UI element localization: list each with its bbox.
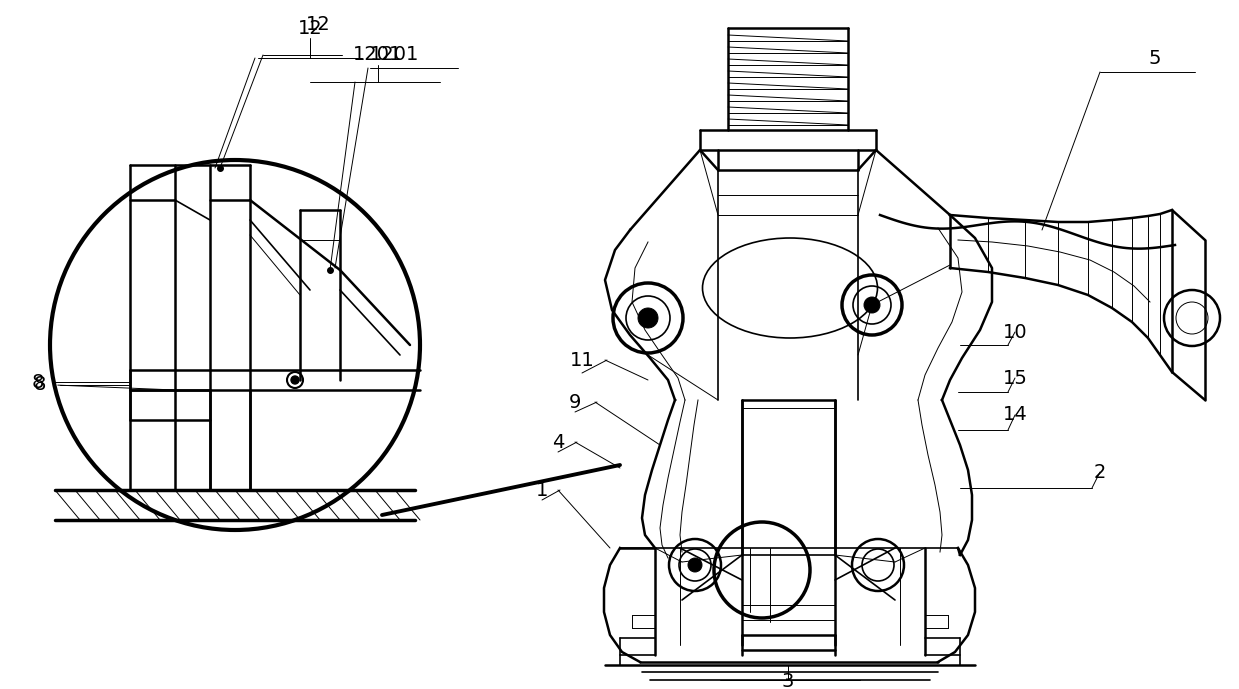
Text: 2: 2 <box>1094 462 1106 482</box>
Text: 14: 14 <box>1002 406 1027 424</box>
Text: 12: 12 <box>306 15 331 34</box>
Text: 5: 5 <box>1149 48 1161 68</box>
Text: 3: 3 <box>782 672 794 689</box>
Text: 9: 9 <box>569 393 581 411</box>
Text: 1: 1 <box>535 480 548 500</box>
Text: 8: 8 <box>33 376 46 395</box>
Circle shape <box>638 308 658 328</box>
Text: 8: 8 <box>32 373 45 391</box>
Circle shape <box>291 376 299 384</box>
Text: 10: 10 <box>1002 322 1027 342</box>
Text: 12: 12 <box>297 19 322 37</box>
Text: 4: 4 <box>551 433 564 451</box>
Circle shape <box>864 297 880 313</box>
Text: 1201: 1201 <box>353 45 403 65</box>
Circle shape <box>688 558 703 572</box>
Text: 15: 15 <box>1002 369 1027 387</box>
Text: 11: 11 <box>570 351 595 369</box>
Text: 1201: 1201 <box>370 45 420 65</box>
